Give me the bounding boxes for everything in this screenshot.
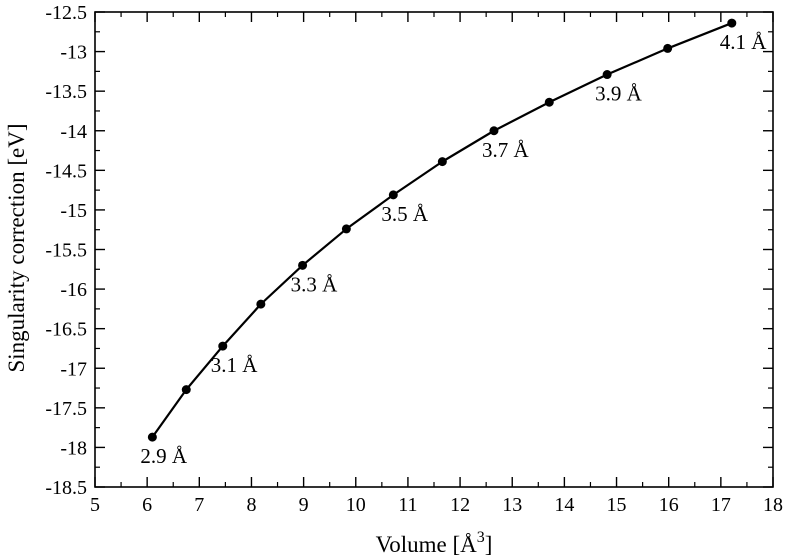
data-point [218, 341, 228, 351]
y-tick-label: -15.5 [45, 240, 87, 262]
point-annotation: 3.1 Å [211, 353, 259, 377]
x-tick-label: 8 [246, 494, 256, 516]
point-annotation: 3.3 Å [291, 272, 339, 296]
x-tick-label: 11 [398, 494, 417, 516]
x-tick-label: 18 [763, 494, 783, 516]
x-tick-label: 15 [607, 494, 627, 516]
data-point [602, 70, 612, 80]
y-axis-tick-labels: -12.5 -13 -13.5 -14 -14.5 -15 -15.5 -16 -16.5 -17… [45, 2, 87, 499]
y-tick-label: -17 [60, 358, 87, 380]
y-tick-label: -18 [60, 437, 87, 459]
x-tick-label: 7 [194, 494, 204, 516]
series-layer [147, 18, 737, 442]
x-axis-tick-labels: 5 6 7 8 9 10 11 12 13 14 15 16 17 18 [90, 494, 783, 516]
y-tick-label: -13 [60, 42, 87, 64]
x-tick-label: 6 [142, 494, 152, 516]
y-tick-label: -12.5 [45, 2, 87, 24]
data-point [489, 126, 499, 136]
plot-frame [94, 11, 774, 488]
x-axis-ticks [94, 12, 774, 487]
data-point [147, 432, 157, 442]
point-annotation: 4.1 Å [720, 30, 768, 54]
data-point [298, 260, 308, 270]
data-point [341, 224, 351, 234]
x-tick-label: 9 [299, 494, 309, 516]
x-tick-label: 10 [346, 494, 366, 516]
x-axis-label: Volume [Å3] [376, 529, 493, 557]
data-point [727, 18, 737, 28]
data-point [663, 43, 673, 53]
x-axis-label-suffix: ] [485, 532, 493, 557]
y-tick-label: -18.5 [45, 477, 87, 499]
y-tick-label: -14.5 [45, 160, 87, 182]
point-annotation: 2.9 Å [140, 444, 188, 468]
data-point [181, 385, 191, 395]
y-axis-label: Singularity correction [eV] [4, 123, 29, 372]
y-tick-label: -15 [60, 200, 87, 222]
x-tick-label: 16 [659, 494, 679, 516]
annotation-layer: 2.9 Å 3.1 Å 3.3 Å 3.5 Å 3.7 Å 3.9 Å 4.1 Å [140, 30, 767, 468]
y-tick-label: -17.5 [45, 398, 87, 420]
x-tick-label: 5 [90, 494, 100, 516]
y-tick-label: -13.5 [45, 81, 87, 103]
data-point [256, 299, 266, 309]
y-tick-label: -16 [60, 279, 87, 301]
data-point [544, 97, 554, 107]
x-tick-label: 13 [502, 494, 522, 516]
point-annotation: 3.7 Å [482, 138, 530, 162]
x-tick-label: 12 [450, 494, 470, 516]
point-annotation: 3.9 Å [595, 82, 643, 106]
data-point [437, 157, 447, 167]
data-point [388, 190, 398, 200]
x-tick-label: 17 [711, 494, 731, 516]
y-tick-label: -16.5 [45, 319, 87, 341]
x-axis-label-text: Volume [Å [376, 532, 478, 557]
y-tick-label: -14 [60, 121, 87, 143]
x-axis-label-superscript: 3 [477, 529, 485, 546]
point-annotation: 3.5 Å [381, 202, 429, 226]
x-tick-label: 14 [554, 494, 574, 516]
